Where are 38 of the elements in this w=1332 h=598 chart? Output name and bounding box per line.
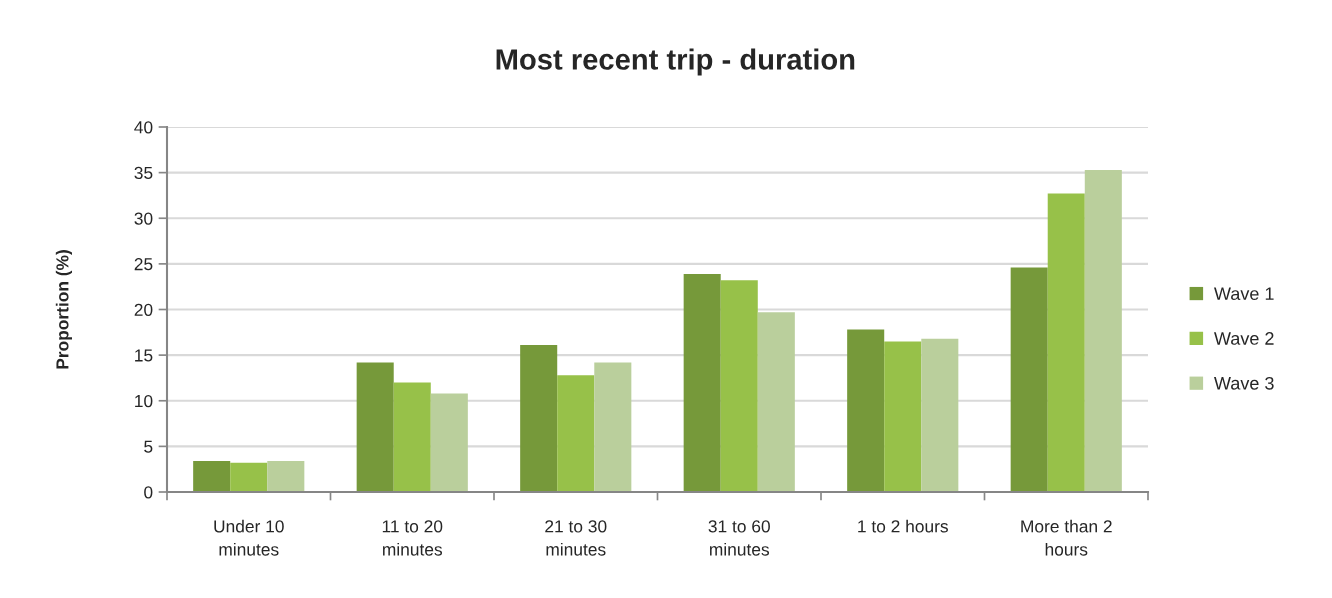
y-tick-label: 0 bbox=[144, 486, 153, 499]
bar bbox=[520, 345, 558, 492]
bar bbox=[430, 393, 468, 492]
bar bbox=[1047, 193, 1085, 492]
bar bbox=[757, 312, 795, 492]
chart-title: Most recent trip - duration bbox=[496, 48, 855, 76]
bar bbox=[557, 375, 595, 492]
bar bbox=[393, 382, 431, 492]
y-tick-label: 10 bbox=[135, 394, 153, 408]
bar bbox=[1084, 169, 1122, 492]
y-tick-label: 15 bbox=[135, 349, 153, 362]
bar bbox=[720, 280, 758, 492]
bar bbox=[267, 460, 305, 492]
x-tick-label: 31 to 60 minutes bbox=[708, 520, 770, 556]
y-tick-label: 25 bbox=[134, 258, 153, 271]
bar bbox=[921, 338, 959, 492]
bar bbox=[884, 341, 922, 492]
y-tick-label: 20 bbox=[134, 303, 153, 316]
x-tick-label: Under 10 minutes bbox=[214, 519, 284, 556]
bar bbox=[847, 329, 885, 492]
x-tick-label: More than 2 hours bbox=[1021, 519, 1112, 556]
y-tick-label: 35 bbox=[134, 166, 153, 180]
legend-label: Wave 1 bbox=[1214, 287, 1274, 301]
bar bbox=[230, 462, 268, 492]
bar bbox=[683, 273, 721, 492]
y-tick-label: 40 bbox=[134, 121, 153, 134]
y-axis-title: Proportion (%) bbox=[55, 250, 72, 369]
bar bbox=[356, 362, 394, 492]
x-tick-label: 11 to 20 minutes bbox=[382, 520, 443, 556]
x-tick-label: 1 to 2 hours bbox=[858, 519, 948, 533]
y-tick-label: 5 bbox=[144, 440, 153, 453]
legend-label: Wave 3 bbox=[1214, 376, 1274, 390]
bar bbox=[1010, 267, 1048, 492]
bar bbox=[193, 460, 231, 492]
x-tick-label: 21 to 30 minutes bbox=[545, 520, 607, 556]
y-tick-label: 30 bbox=[134, 212, 153, 225]
bar bbox=[594, 362, 632, 492]
legend-label: Wave 2 bbox=[1214, 332, 1274, 345]
